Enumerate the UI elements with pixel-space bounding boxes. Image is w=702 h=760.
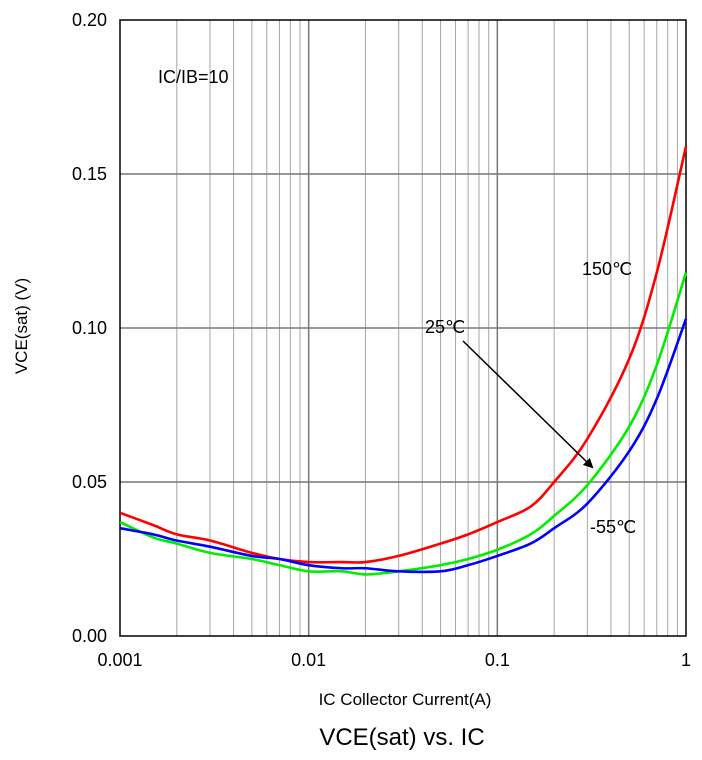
annotation-25c: 25℃ <box>425 317 465 337</box>
plot-frame <box>119 19 687 637</box>
y-tick-label: 0.05 <box>72 472 107 492</box>
series-line-150C <box>119 145 688 564</box>
annotation-150c: 150℃ <box>582 259 632 279</box>
x-tick-label: 0.001 <box>97 650 142 670</box>
chart-title: VCE(sat) vs. IC <box>319 724 484 751</box>
y-axis-label: VCE(sat) (V) <box>12 278 31 374</box>
major-grid <box>120 20 686 636</box>
annotation-m55c: -55℃ <box>590 517 636 537</box>
y-tick-label: 0.20 <box>72 10 107 30</box>
series-line-m55C <box>119 318 688 574</box>
annotation-icib-ratio: IC/IB=10 <box>158 67 229 87</box>
y-tick-label: 0.15 <box>72 164 107 184</box>
y-tick-labels: 0.00 0.05 0.10 0.15 0.20 <box>72 10 107 646</box>
x-tick-labels: 0.001 0.01 0.1 1 <box>97 650 691 670</box>
x-tick-label: 0.1 <box>485 650 510 670</box>
series-layer <box>119 145 688 576</box>
y-tick-label: 0.00 <box>72 626 107 646</box>
x-axis-label: IC Collector Current(A) <box>319 690 492 709</box>
y-tick-label: 0.10 <box>72 318 107 338</box>
x-tick-label: 1 <box>681 650 691 670</box>
x-tick-label: 0.01 <box>291 650 326 670</box>
annotation-25c-arrow <box>462 340 594 469</box>
